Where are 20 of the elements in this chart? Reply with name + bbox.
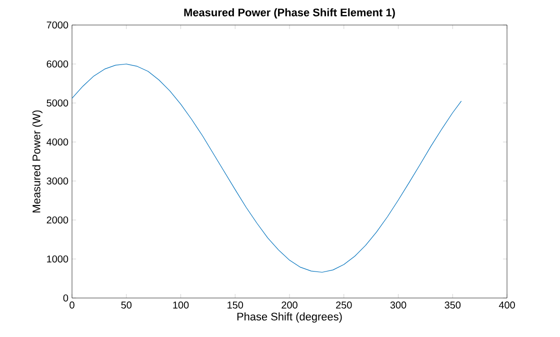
y-tick-label: 0 — [63, 294, 68, 302]
chart-title: Measured Power (Phase Shift Element 1) — [184, 8, 395, 18]
y-tick-label: 7000 — [46, 21, 68, 29]
x-axis-title: Phase Shift (degrees) — [237, 312, 342, 323]
y-tick-label: 5000 — [46, 99, 68, 107]
x-tick-label: 250 — [336, 302, 352, 309]
y-tick-label: 2000 — [46, 216, 68, 224]
x-tick-label: 50 — [121, 302, 132, 309]
x-tick-label: 300 — [390, 302, 406, 309]
x-tick-label: 200 — [282, 302, 298, 309]
x-tick-label: 100 — [173, 302, 189, 309]
y-tick-label: 3000 — [46, 177, 68, 185]
y-tick-label: 1000 — [47, 255, 68, 263]
x-tick-label: 150 — [228, 302, 244, 309]
x-tick-label: 0 — [70, 302, 74, 309]
y-axis-title: Measured Power (W) — [32, 110, 42, 212]
x-tick-label: 400 — [498, 302, 515, 309]
x-tick-label: 350 — [444, 302, 461, 309]
y-tick-label: 4000 — [46, 138, 68, 146]
y-tick-label: 6000 — [46, 60, 68, 68]
